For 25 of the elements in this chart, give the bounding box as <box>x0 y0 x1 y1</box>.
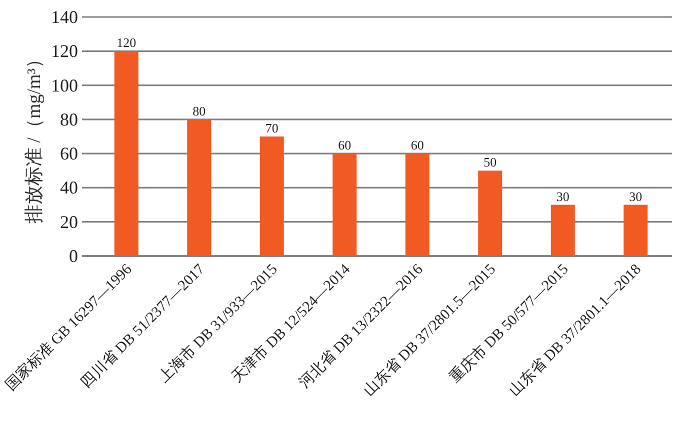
data-label: 80 <box>192 103 206 118</box>
y-tick-label: 20 <box>60 212 78 232</box>
bar <box>624 204 648 256</box>
y-axis-title: 排放标准 /（mg/m³） <box>24 49 45 224</box>
data-label: 50 <box>484 154 497 170</box>
y-tick-label: 80 <box>60 109 78 130</box>
bar <box>114 51 138 256</box>
bar <box>332 154 357 256</box>
data-label: 60 <box>338 138 352 153</box>
data-label: 30 <box>556 188 570 204</box>
y-tick-label: 60 <box>60 144 78 164</box>
y-tick-label: 120 <box>51 41 78 62</box>
y-tick-label: 100 <box>51 75 78 96</box>
data-label: 60 <box>410 138 424 153</box>
bar <box>550 204 575 256</box>
bar <box>260 136 284 256</box>
data-label: 120 <box>116 35 136 50</box>
bar <box>187 119 212 256</box>
y-tick-label: 40 <box>60 178 78 198</box>
data-label: 30 <box>629 188 642 204</box>
data-label: 70 <box>265 120 278 136</box>
y-tick-label: 0 <box>69 246 78 266</box>
bar <box>478 170 502 256</box>
bar <box>405 154 430 256</box>
y-tick-label: 140 <box>51 7 78 27</box>
